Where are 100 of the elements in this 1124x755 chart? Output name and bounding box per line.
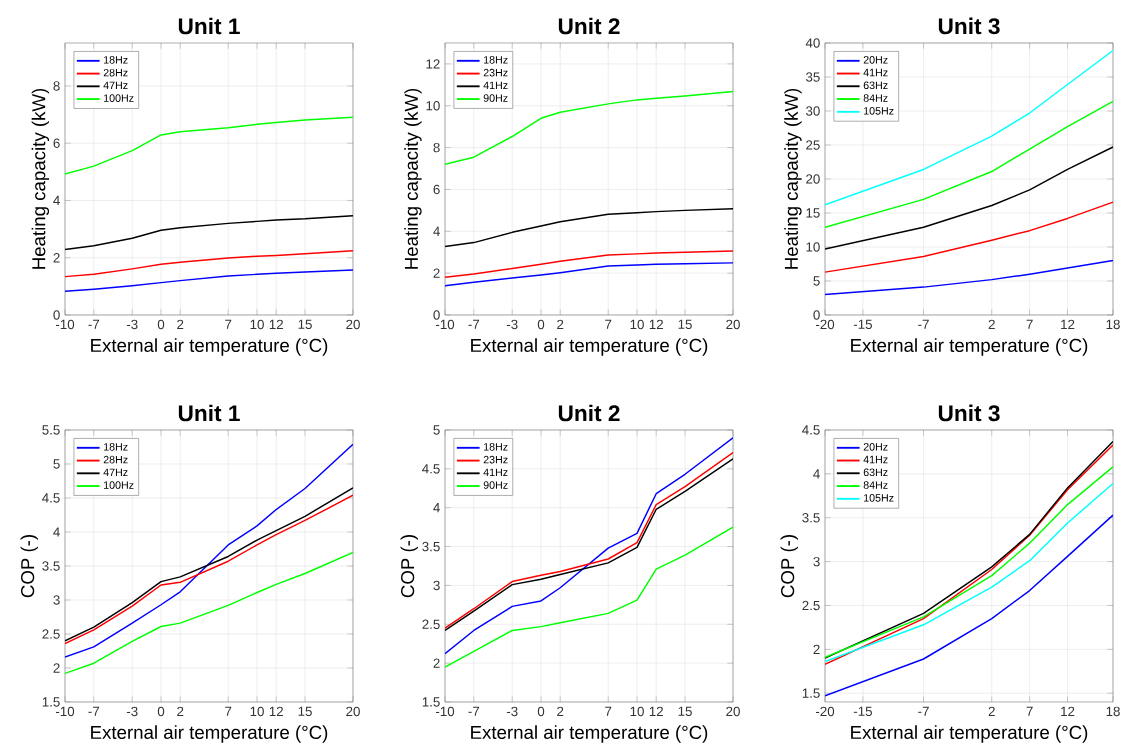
- legend-label: 105Hz: [864, 107, 894, 115]
- y-tick-label: 35: [805, 72, 820, 82]
- x-tick-label: 7: [605, 319, 612, 329]
- x-tick-label: 12: [269, 706, 283, 717]
- y-tick-label: 10: [426, 101, 440, 111]
- legend-label: 63Hz: [863, 468, 888, 477]
- x-tick-label: 7: [605, 706, 612, 716]
- x-tick-label: -7: [88, 706, 100, 716]
- y-tick-label: 8: [433, 142, 440, 153]
- x-tick-label: -10: [55, 319, 75, 330]
- x-tick-label: 10: [630, 706, 644, 717]
- y-tick-label: 20: [806, 174, 820, 184]
- line-series: [445, 437, 733, 655]
- x-tick-label: -10: [435, 319, 455, 330]
- x-tick-label: -3: [506, 706, 518, 717]
- line-series: [445, 526, 733, 668]
- y-axis-title: COP (-): [20, 535, 38, 598]
- x-axis-title: External air temperature (°C): [471, 338, 708, 356]
- x-tick-label: 15: [678, 706, 692, 716]
- y-axis-title: Heating capacity (kW): [784, 88, 802, 269]
- chart-title: Unit 2: [558, 17, 620, 35]
- x-tick-label: 10: [630, 319, 644, 330]
- line-series: [445, 250, 733, 279]
- y-tick-label: 4: [813, 469, 820, 479]
- x-tick-label: 12: [649, 319, 663, 330]
- x-axis-title: External air temperature (°C): [91, 725, 328, 743]
- y-tick-label: 40: [805, 38, 820, 48]
- y-tick-label: 6: [53, 138, 60, 148]
- x-tick-label: 10: [250, 706, 264, 717]
- x-tick-label: -20: [815, 706, 835, 717]
- y-axis-title: COP (-): [780, 535, 798, 598]
- x-tick-label: 12: [269, 319, 283, 330]
- line-series: [65, 443, 353, 658]
- x-tick-label: 20: [726, 319, 740, 330]
- legend-label: 47Hz: [103, 468, 128, 476]
- y-tick-label: 2: [433, 658, 440, 668]
- x-tick-label: 7: [1026, 706, 1033, 716]
- y-tick-label: 4: [433, 503, 440, 513]
- line-series: [825, 49, 1114, 206]
- x-tick-label: -7: [88, 319, 100, 329]
- x-tick-label: 12: [649, 706, 663, 717]
- y-tick-label: 4: [53, 195, 60, 206]
- x-tick-label: 18: [1106, 706, 1120, 717]
- y-tick-label: 3: [813, 556, 820, 567]
- legend-label: 18Hz: [104, 443, 128, 451]
- x-tick-label: 15: [678, 319, 692, 329]
- x-tick-label: 2: [177, 319, 184, 330]
- x-tick-label: 2: [988, 319, 995, 330]
- x-tick-label: 0: [157, 706, 165, 717]
- x-tick-label: -10: [435, 706, 455, 717]
- x-axis-title: External air temperature (°C): [91, 338, 328, 356]
- y-tick-label: 4: [433, 226, 440, 236]
- y-tick-label: 0: [433, 310, 440, 320]
- x-tick-label: 2: [177, 706, 184, 717]
- legend-label: 47Hz: [103, 81, 128, 89]
- x-tick-label: 0: [537, 319, 545, 330]
- y-tick-label: 2: [433, 268, 440, 278]
- x-tick-label: 0: [537, 706, 545, 717]
- line-series: [65, 250, 353, 278]
- line-series: [825, 100, 1114, 229]
- x-tick-label: 7: [225, 319, 232, 329]
- y-tick-label: 25: [806, 140, 820, 150]
- x-tick-label: -20: [815, 319, 835, 330]
- legend-label: 100Hz: [104, 481, 134, 489]
- chart-title: Unit 2: [558, 404, 620, 422]
- x-tick-label: 20: [346, 706, 360, 717]
- y-tick-label: 5: [53, 459, 60, 469]
- x-tick-label: -3: [126, 706, 138, 717]
- x-tick-label: 15: [298, 706, 312, 716]
- legend-label: 18Hz: [484, 56, 508, 64]
- x-axis-title: External air temperature (°C): [471, 725, 708, 743]
- y-tick-label: 0: [53, 310, 60, 320]
- y-tick-label: 4.5: [802, 425, 820, 435]
- y-tick-label: 1.5: [802, 688, 820, 698]
- line-series: [445, 262, 733, 287]
- legend-label: 20Hz: [863, 56, 888, 64]
- x-tick-label: -7: [468, 706, 480, 716]
- y-axis-title: Heating capacity (kW): [404, 88, 422, 269]
- line-series: [65, 551, 353, 675]
- y-tick-label: 1.5: [42, 697, 60, 707]
- y-tick-label: 2: [53, 253, 60, 263]
- x-tick-label: -3: [506, 319, 518, 330]
- legend-label: 28Hz: [103, 455, 128, 464]
- x-tick-label: 2: [557, 319, 564, 330]
- y-tick-label: 15: [806, 208, 820, 218]
- x-axis-title: External air temperature (°C): [851, 725, 1088, 743]
- x-tick-label: -7: [468, 319, 480, 329]
- x-tick-label: -15: [853, 319, 872, 329]
- x-tick-label: 12: [1061, 319, 1075, 330]
- chart-title: Unit 3: [938, 404, 1000, 422]
- chart-title: Unit 1: [178, 17, 240, 35]
- y-tick-label: 5: [433, 425, 440, 435]
- line-series: [65, 214, 353, 251]
- y-tick-label: 6: [433, 184, 440, 195]
- y-tick-label: 2: [813, 644, 820, 654]
- y-tick-label: 2: [53, 663, 60, 673]
- y-tick-label: 5.5: [42, 425, 60, 435]
- legend-label: 18Hz: [484, 443, 508, 451]
- y-axis-title: Heating capacity (kW): [31, 88, 50, 269]
- line-series: [445, 207, 733, 248]
